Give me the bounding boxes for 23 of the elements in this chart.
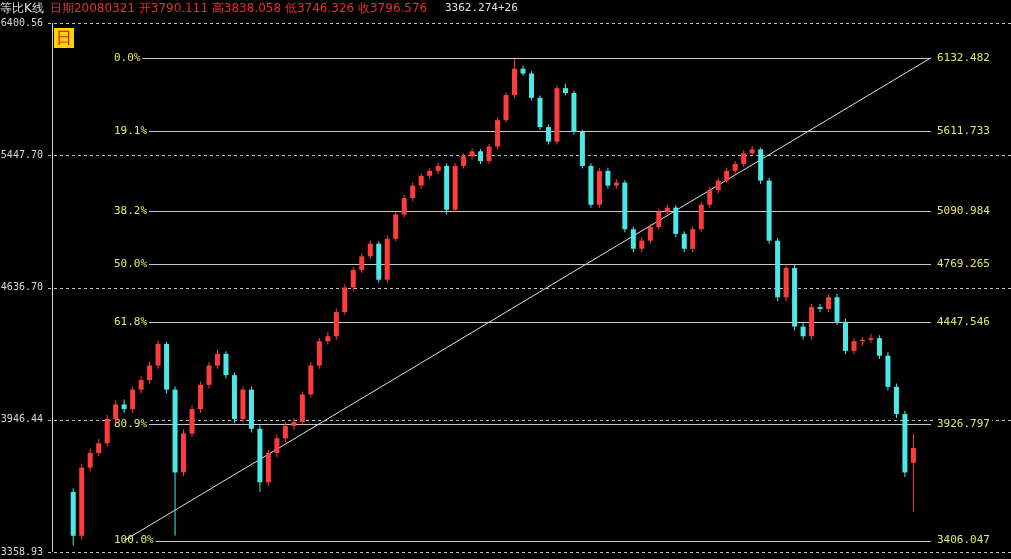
y-tick-label: 6400.56 (0, 16, 43, 28)
annotation: 日 (54, 28, 74, 48)
ref-line-label: 6132.482 (937, 50, 990, 64)
ref-line-label: 3926.797 (937, 416, 990, 430)
text: 3362.274+26 (445, 1, 518, 14)
ref-line-label: 5611.733 (937, 123, 990, 137)
annotation: 80.9% (114, 416, 148, 430)
ref-line-label: 3406.047 (937, 533, 990, 547)
annotation: 50.0% (114, 257, 148, 271)
y-tick-label: 3358.93 (0, 545, 43, 557)
annotation: 0.0% (114, 50, 141, 64)
ref-line-label: 4769.265 (937, 257, 990, 271)
chart-subtitle: 日期20080321 开3790.111 高3838.058 低3746.326 收3796.576 (49, 0, 428, 16)
y-tick-label: 3946.44 (0, 413, 43, 425)
y-tick-label: 5447.70 (0, 148, 43, 160)
ref-line-label: 4447.546 (937, 314, 990, 328)
y-tick-label: 4636.70 (0, 281, 43, 293)
chart-title: 等比K线 (0, 0, 44, 16)
annotation: 61.8% (114, 314, 148, 328)
ref-line-label: 5090.984 (937, 203, 991, 217)
annotation: 38.2% (114, 203, 148, 217)
annotation: 19.1% (114, 123, 148, 137)
annotation: 100.0% (114, 533, 155, 547)
